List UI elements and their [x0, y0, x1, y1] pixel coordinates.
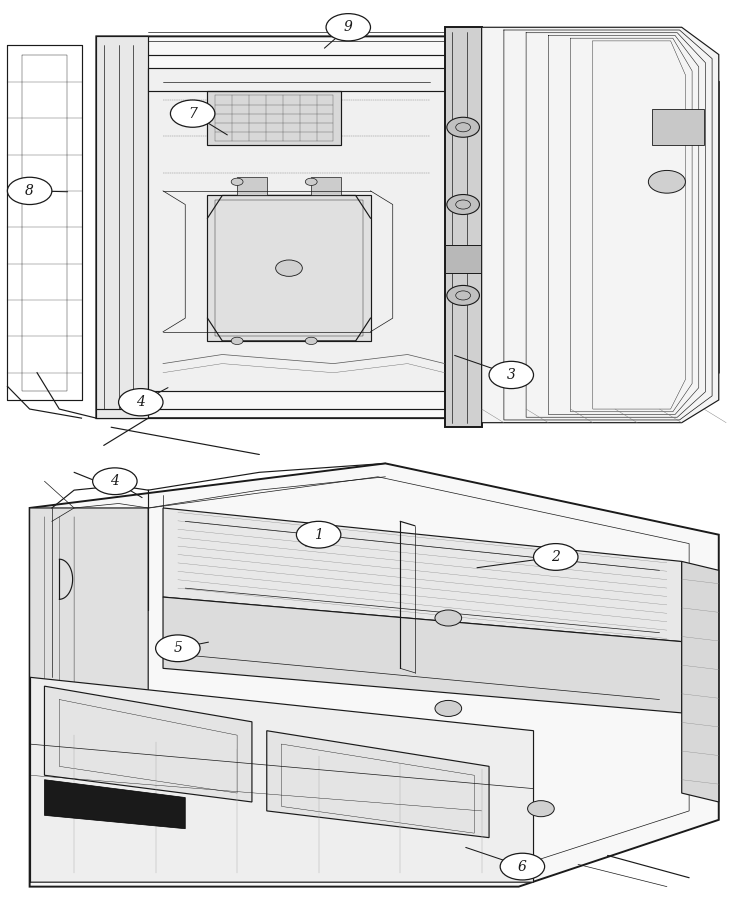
Circle shape — [276, 260, 302, 276]
Polygon shape — [44, 779, 185, 829]
Text: 7: 7 — [188, 106, 197, 121]
Text: 5: 5 — [173, 642, 182, 655]
Polygon shape — [267, 731, 489, 838]
Circle shape — [500, 853, 545, 880]
Circle shape — [305, 338, 317, 345]
Polygon shape — [652, 109, 704, 146]
Circle shape — [435, 610, 462, 626]
Text: 4: 4 — [110, 474, 119, 488]
Polygon shape — [44, 686, 252, 802]
Circle shape — [489, 361, 534, 389]
Polygon shape — [311, 177, 341, 195]
Circle shape — [447, 117, 479, 138]
Text: 2: 2 — [551, 550, 560, 564]
Polygon shape — [445, 246, 482, 273]
Circle shape — [528, 801, 554, 816]
Polygon shape — [682, 562, 719, 802]
Circle shape — [7, 177, 52, 204]
Polygon shape — [207, 195, 370, 341]
Circle shape — [435, 700, 462, 716]
Polygon shape — [163, 597, 682, 713]
Circle shape — [170, 100, 215, 127]
Circle shape — [447, 285, 479, 305]
Circle shape — [648, 170, 685, 194]
Polygon shape — [30, 508, 148, 775]
Circle shape — [231, 178, 243, 185]
Text: 8: 8 — [25, 184, 34, 198]
Circle shape — [326, 14, 370, 40]
Circle shape — [447, 194, 479, 214]
Text: 4: 4 — [136, 395, 145, 410]
Polygon shape — [30, 464, 719, 886]
Circle shape — [305, 178, 317, 185]
Circle shape — [156, 634, 200, 662]
Text: 6: 6 — [518, 860, 527, 874]
Text: 9: 9 — [344, 21, 353, 34]
Text: 3: 3 — [507, 368, 516, 382]
Circle shape — [119, 389, 163, 416]
Polygon shape — [96, 36, 148, 419]
Polygon shape — [237, 177, 267, 195]
Polygon shape — [445, 27, 482, 427]
Circle shape — [296, 521, 341, 548]
Polygon shape — [163, 508, 682, 642]
Polygon shape — [96, 36, 719, 419]
Polygon shape — [30, 677, 534, 882]
Polygon shape — [482, 27, 719, 423]
Circle shape — [534, 544, 578, 571]
Polygon shape — [148, 68, 445, 391]
Circle shape — [93, 468, 137, 495]
Circle shape — [231, 338, 243, 345]
Polygon shape — [207, 91, 341, 146]
Text: 1: 1 — [314, 527, 323, 542]
